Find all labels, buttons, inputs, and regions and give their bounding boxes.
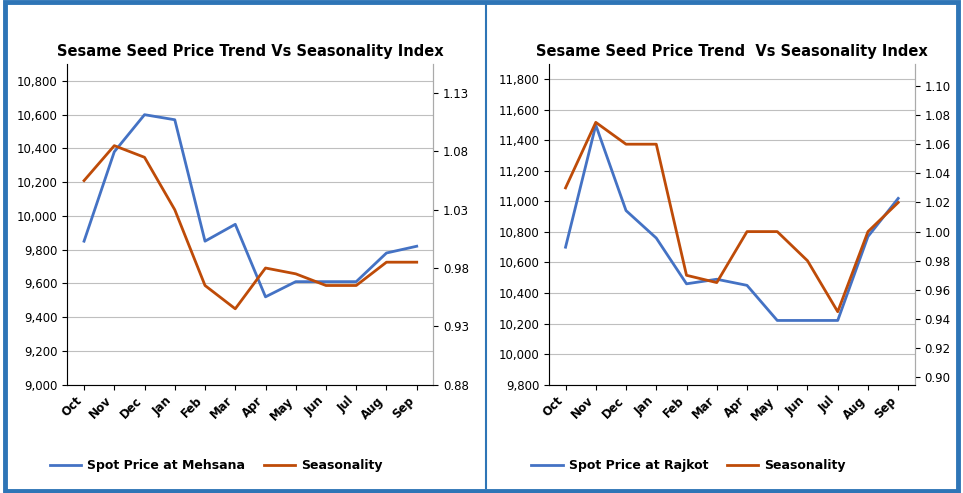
Legend: Spot Price at Rajkot, Seasonality: Spot Price at Rajkot, Seasonality (526, 454, 851, 477)
Legend: Spot Price at Mehsana, Seasonality: Spot Price at Mehsana, Seasonality (44, 454, 388, 477)
Title: Sesame Seed Price Trend Vs Seasonality Index: Sesame Seed Price Trend Vs Seasonality I… (57, 44, 444, 59)
Title: Sesame Seed Price Trend  Vs Seasonality Index: Sesame Seed Price Trend Vs Seasonality I… (536, 44, 927, 59)
